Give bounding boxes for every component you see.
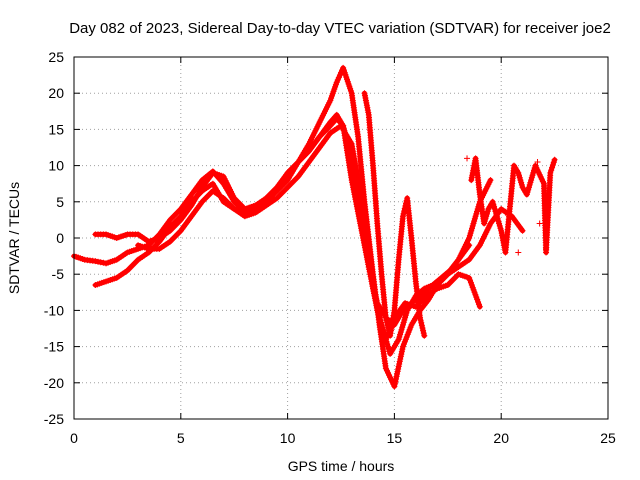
data-point-marker [549,164,556,171]
series-track-d [135,122,494,357]
y-tick-label: 5 [56,194,64,210]
data-point-marker [384,319,391,326]
y-tick-label: 15 [48,121,64,137]
data-point-marker [487,177,494,184]
data-point-marker [400,210,407,217]
data-point-marker [550,159,557,166]
data-point-marker [464,155,471,162]
data-point-marker [418,322,425,329]
y-tick-label: -10 [44,302,64,318]
x-tick-label: 0 [70,430,78,446]
series-trace [92,65,472,389]
data-point-marker [419,324,426,331]
data-point-marker [420,330,427,337]
y-tick-label: 25 [48,49,64,65]
data-point-marker [551,156,558,163]
series-track-c [92,64,473,390]
y-tick-label: 10 [48,158,64,174]
scattered-points [464,155,550,256]
data-layer [71,64,558,390]
x-tick-label: 10 [280,430,296,446]
y-tick-label: 0 [56,230,64,246]
x-tick-label: 5 [177,430,185,446]
data-point-marker [417,314,424,321]
data-point-marker [399,213,406,220]
y-axis-label: SDTVAR / TECUs [6,182,22,294]
data-point-marker [95,258,102,265]
data-point-marker [97,259,104,266]
x-tick-label: 25 [600,430,616,446]
data-point-marker [92,258,99,265]
data-point-marker [383,317,390,324]
data-point-marker [502,209,509,216]
data-point-marker [519,227,526,234]
data-point-marker [417,317,424,324]
data-point-marker [549,162,556,169]
data-point-marker [418,319,425,326]
data-point-marker [476,303,483,310]
data-point-marker [534,158,541,165]
y-tick-label: -5 [52,266,65,282]
data-point-marker [382,314,389,321]
data-point-marker [536,220,543,227]
data-point-marker [547,169,554,176]
x-tick-label: 20 [493,430,509,446]
y-tick-label: 20 [48,85,64,101]
x-axis-label: GPS time / hours [288,458,395,474]
series-trace [135,123,494,357]
data-point-marker [548,167,555,174]
data-point-marker [515,249,522,256]
data-point-marker [421,332,428,339]
series-track-e [361,90,428,339]
chart-title: Day 082 of 2023, Sidereal Day-to-day VTE… [69,20,611,37]
series-track-f [468,155,558,256]
data-point-marker [420,327,427,334]
data-point-marker [543,245,550,252]
series-trace [71,116,526,328]
x-tick-label: 15 [387,430,403,446]
y-tick-label: -15 [44,339,64,355]
y-tick-label: -25 [44,411,64,427]
y-tick-label: -20 [44,375,64,391]
series-track-a [71,115,526,328]
tick-layer: 0 5 10 15 20 25 -25 -20 -15 -10 -5 0 5 10 15 20 25 [44,49,616,446]
